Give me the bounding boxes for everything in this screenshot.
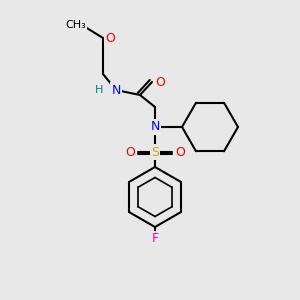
Text: O: O <box>175 146 185 158</box>
Text: O: O <box>105 32 115 44</box>
Text: CH₃: CH₃ <box>66 20 86 30</box>
Text: N: N <box>150 121 160 134</box>
Text: O: O <box>155 76 165 88</box>
Text: F: F <box>152 232 159 245</box>
Text: H: H <box>95 85 103 95</box>
Text: O: O <box>125 146 135 158</box>
Text: N: N <box>111 83 121 97</box>
Text: S: S <box>151 146 159 158</box>
